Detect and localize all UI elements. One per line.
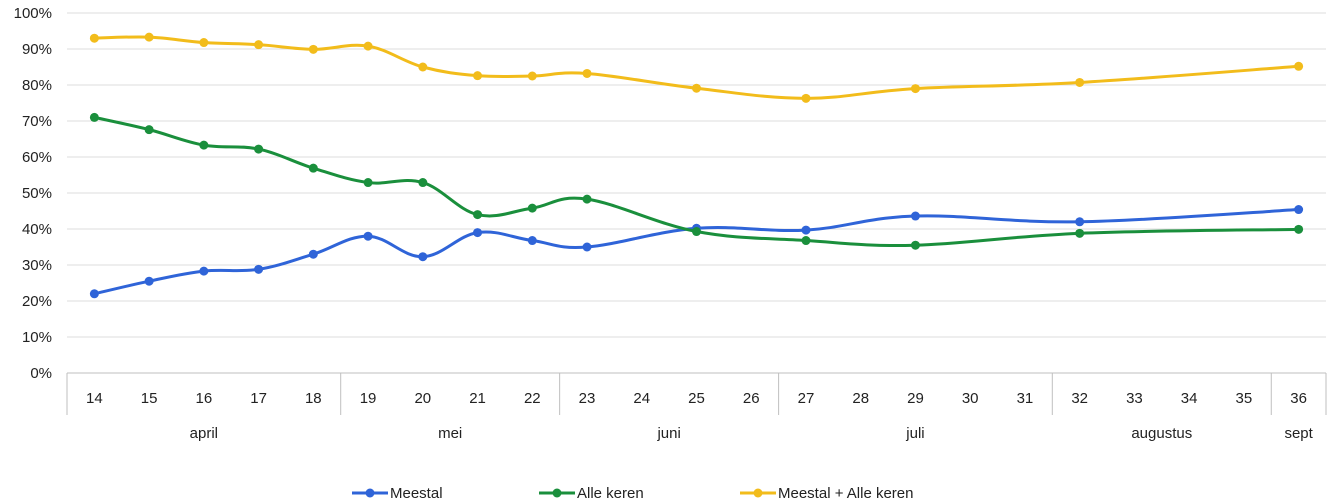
data-point — [363, 178, 373, 188]
month-label: sept — [1284, 425, 1313, 442]
data-point — [1294, 205, 1304, 215]
x-tick-label: 19 — [360, 390, 377, 407]
data-point — [473, 228, 483, 238]
data-point — [1294, 224, 1304, 234]
legend-label-3: Meestal + Alle keren — [778, 485, 914, 502]
data-point — [801, 225, 811, 235]
data-point — [308, 44, 318, 54]
y-tick-label: 40% — [22, 221, 52, 238]
y-tick-label: 70% — [22, 113, 52, 130]
data-point — [1075, 77, 1085, 87]
data-point — [144, 276, 154, 286]
data-point — [199, 266, 209, 276]
y-tick-label: 30% — [22, 257, 52, 274]
x-tick-label: 34 — [1181, 390, 1198, 407]
data-point — [199, 140, 209, 150]
data-point — [254, 144, 264, 154]
x-axis: 14 15 16 17 18 19 20 21 22 23 24 25 26 27 28 29 30 31 32 33… — [66, 373, 1327, 442]
y-axis-tick-labels: 0% 10% 20% 30% 40% 50% 60% 70% 80% 90% 100% — [14, 5, 52, 382]
data-point — [910, 211, 920, 221]
x-tick-label: 18 — [305, 390, 322, 407]
month-label: juli — [905, 425, 924, 442]
data-point — [89, 112, 99, 122]
series-line-1 — [92, 208, 1301, 296]
x-tick-label: 29 — [907, 390, 924, 407]
x-tick-label: 32 — [1071, 390, 1088, 407]
x-tick-label: 23 — [579, 390, 596, 407]
series-lines — [89, 32, 1304, 299]
x-tick-label: 28 — [852, 390, 869, 407]
legend-marker-3 — [753, 488, 763, 498]
data-point — [582, 242, 592, 252]
data-point — [801, 93, 811, 103]
data-point — [1294, 61, 1304, 71]
x-tick-label: 30 — [962, 390, 979, 407]
y-tick-label: 20% — [22, 293, 52, 310]
month-label: augustus — [1131, 425, 1192, 442]
x-tick-label: 36 — [1290, 390, 1307, 407]
x-tick-label: 22 — [524, 390, 541, 407]
x-tick-label: 24 — [633, 390, 650, 407]
month-label: april — [190, 425, 218, 442]
legend-marker-1 — [365, 488, 375, 498]
x-tick-label: 33 — [1126, 390, 1143, 407]
data-point — [527, 236, 537, 246]
data-point — [363, 41, 373, 51]
x-tick-label: 35 — [1236, 390, 1253, 407]
x-tick-label: 20 — [414, 390, 431, 407]
x-tick-label: 25 — [688, 390, 705, 407]
gridlines — [67, 12, 1326, 374]
x-tick-label: 27 — [798, 390, 815, 407]
month-label: mei — [438, 425, 462, 442]
data-point — [308, 249, 318, 259]
y-tick-label: 10% — [22, 329, 52, 346]
legend: Meestal Alle keren Meestal + Alle keren — [352, 485, 914, 502]
data-point — [144, 125, 154, 135]
legend-label-1: Meestal — [390, 485, 443, 502]
data-point — [582, 68, 592, 78]
x-tick-label: 31 — [1017, 390, 1034, 407]
y-tick-label: 50% — [22, 185, 52, 202]
data-point — [582, 194, 592, 204]
y-tick-label: 80% — [22, 77, 52, 94]
data-point — [527, 71, 537, 81]
y-tick-label: 0% — [30, 365, 52, 382]
data-point — [910, 240, 920, 250]
legend-marker-2 — [552, 488, 562, 498]
data-point — [363, 231, 373, 241]
x-tick-label: 17 — [250, 390, 267, 407]
data-point — [308, 163, 318, 173]
legend-label-2: Alle keren — [577, 485, 644, 502]
y-tick-label: 60% — [22, 149, 52, 166]
x-tick-label: 26 — [743, 390, 760, 407]
data-point — [801, 236, 811, 246]
data-point — [473, 71, 483, 81]
month-label: juni — [656, 425, 680, 442]
data-point — [89, 33, 99, 43]
x-tick-label: 21 — [469, 390, 486, 407]
data-point — [254, 264, 264, 274]
data-point — [527, 203, 537, 213]
data-point — [199, 38, 209, 48]
data-point — [89, 289, 99, 299]
data-point — [692, 227, 701, 237]
data-point — [418, 252, 428, 262]
data-point — [418, 178, 428, 188]
data-point — [473, 210, 483, 220]
x-tick-label: 14 — [86, 390, 103, 407]
data-point — [692, 83, 701, 93]
x-tick-label: 16 — [196, 390, 213, 407]
data-point — [144, 32, 154, 42]
x-tick-label: 15 — [141, 390, 158, 407]
y-tick-label: 100% — [14, 5, 52, 22]
y-tick-label: 90% — [22, 41, 52, 58]
data-point — [254, 40, 264, 50]
data-point — [1075, 228, 1085, 238]
data-point — [1075, 217, 1085, 227]
data-point — [418, 62, 428, 72]
data-point — [910, 84, 920, 94]
